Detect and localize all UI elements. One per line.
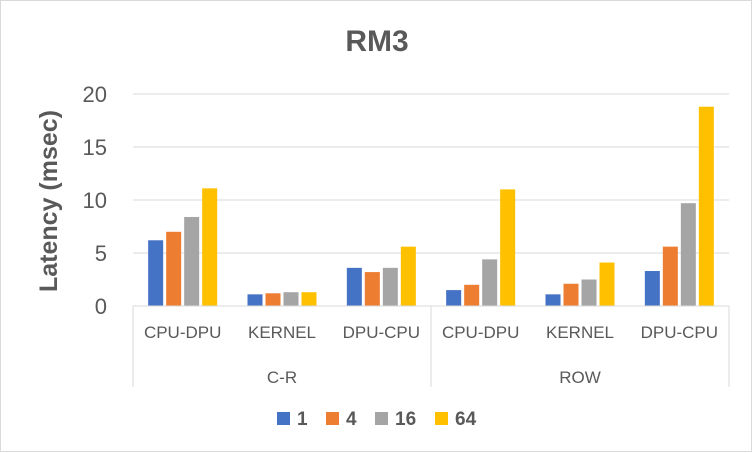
bar-series-64 bbox=[500, 189, 516, 306]
x-group-label: C-R bbox=[267, 368, 297, 387]
legend: 1 4 16 64 bbox=[277, 409, 477, 430]
bars bbox=[148, 106, 714, 306]
x-category-label: KERNEL bbox=[546, 323, 614, 342]
bar-series-4 bbox=[265, 293, 281, 306]
bar-series-1 bbox=[545, 294, 561, 306]
y-tick-label: 15 bbox=[83, 135, 107, 160]
bar-series-4 bbox=[662, 246, 678, 306]
legend-label-4: 4 bbox=[346, 409, 357, 430]
bar-series-4 bbox=[464, 284, 480, 306]
legend-swatch-1 bbox=[277, 412, 290, 425]
x-category-label: CPU-DPU bbox=[442, 323, 519, 342]
bar-series-4 bbox=[166, 231, 182, 306]
bar-series-1 bbox=[148, 240, 164, 306]
bar-series-1 bbox=[247, 294, 263, 306]
y-axis-ticks: 0 5 10 15 20 bbox=[83, 82, 107, 319]
bar-series-64 bbox=[599, 262, 615, 306]
bar-series-16 bbox=[382, 267, 398, 306]
legend-swatch-16 bbox=[375, 412, 388, 425]
legend-label-64: 64 bbox=[455, 409, 477, 430]
bar-series-16 bbox=[184, 216, 200, 306]
bar-series-1 bbox=[644, 271, 660, 306]
legend-label-16: 16 bbox=[395, 409, 416, 430]
x-category-label: CPU-DPU bbox=[144, 323, 221, 342]
bar-series-64 bbox=[400, 246, 416, 306]
bar-series-64 bbox=[202, 188, 218, 306]
bar-series-4 bbox=[364, 272, 380, 306]
bar-series-16 bbox=[283, 292, 299, 306]
x-group-label: ROW bbox=[559, 368, 601, 387]
bar-series-64 bbox=[698, 106, 714, 306]
legend-swatch-4 bbox=[326, 412, 339, 425]
x-category-label: DPU-CPU bbox=[641, 323, 718, 342]
y-tick-label: 10 bbox=[83, 188, 107, 213]
bar-series-4 bbox=[563, 283, 579, 306]
legend-label-1: 1 bbox=[297, 409, 308, 430]
y-tick-label: 20 bbox=[83, 82, 107, 107]
bar-series-64 bbox=[301, 292, 317, 306]
x-axis: CPU-DPU KERNEL DPU-CPU CPU-DPU KERNEL DPU-CPU… bbox=[132, 305, 730, 387]
bar-series-16 bbox=[581, 279, 597, 306]
bar-series-16 bbox=[482, 259, 498, 306]
x-category-label: KERNEL bbox=[248, 323, 316, 342]
y-axis-label: Latency (msec) bbox=[35, 110, 63, 292]
y-tick-label: 5 bbox=[95, 241, 107, 266]
chart-title: RM3 bbox=[345, 25, 408, 58]
y-tick-label: 0 bbox=[95, 294, 107, 319]
gridlines bbox=[133, 93, 729, 254]
legend-swatch-64 bbox=[435, 412, 448, 425]
bar-series-1 bbox=[446, 290, 462, 306]
x-category-label: DPU-CPU bbox=[343, 323, 420, 342]
bar-series-1 bbox=[346, 267, 362, 306]
bar-series-16 bbox=[680, 203, 696, 306]
